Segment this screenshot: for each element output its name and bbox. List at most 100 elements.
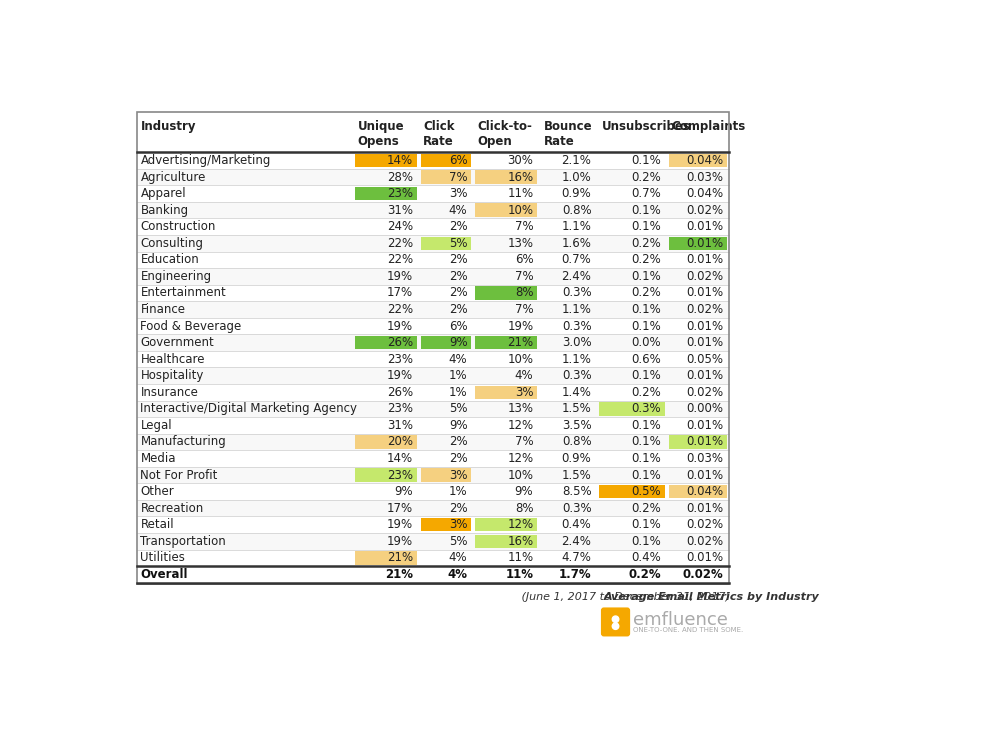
Text: Education: Education — [140, 253, 199, 267]
Bar — [355, 187, 417, 201]
Text: (June 1, 2017 to December 31, 2017): (June 1, 2017 to December 31, 2017) — [518, 592, 730, 602]
Text: 23%: 23% — [387, 187, 413, 200]
Text: 1.7%: 1.7% — [559, 568, 592, 581]
Bar — [421, 154, 472, 167]
Text: Bounce
Rate: Bounce Rate — [543, 120, 593, 148]
Text: 8.5%: 8.5% — [562, 485, 592, 498]
Text: 9%: 9% — [394, 485, 413, 498]
Text: 3%: 3% — [449, 187, 468, 200]
Text: 0.04%: 0.04% — [686, 485, 723, 498]
Text: 0.8%: 0.8% — [562, 204, 592, 216]
Text: 14%: 14% — [387, 154, 413, 167]
Text: 2%: 2% — [449, 435, 468, 449]
Text: Food & Beverage: Food & Beverage — [140, 320, 241, 333]
Text: 0.1%: 0.1% — [632, 270, 661, 283]
Bar — [136, 417, 730, 434]
Text: 9%: 9% — [449, 419, 468, 432]
Text: Complaints: Complaints — [671, 120, 746, 133]
Text: 4%: 4% — [449, 551, 468, 564]
Text: 0.04%: 0.04% — [686, 187, 723, 200]
Text: 17%: 17% — [387, 286, 413, 300]
Bar — [355, 154, 417, 167]
Text: 2%: 2% — [449, 286, 468, 300]
Text: 0.2%: 0.2% — [632, 253, 661, 267]
Text: 13%: 13% — [507, 402, 534, 416]
Text: 6%: 6% — [449, 320, 468, 333]
Text: Utilities: Utilities — [140, 551, 185, 564]
Text: 19%: 19% — [387, 535, 413, 548]
Text: 0.2%: 0.2% — [632, 286, 661, 300]
Text: 0.01%: 0.01% — [686, 419, 723, 432]
Bar — [475, 336, 538, 349]
Bar — [421, 518, 472, 532]
Text: 0.02%: 0.02% — [686, 204, 723, 216]
Text: 7%: 7% — [515, 303, 534, 316]
Text: Finance: Finance — [140, 303, 185, 316]
Text: 0.5%: 0.5% — [632, 485, 661, 498]
Text: 0.2%: 0.2% — [632, 502, 661, 515]
Text: 0.0%: 0.0% — [632, 336, 661, 349]
Text: 12%: 12% — [507, 518, 534, 531]
Text: 2.4%: 2.4% — [562, 535, 592, 548]
Text: Click-to-
Open: Click-to- Open — [478, 120, 533, 148]
Text: 0.01%: 0.01% — [686, 286, 723, 300]
Text: 0.01%: 0.01% — [686, 435, 723, 449]
Text: 1.0%: 1.0% — [562, 171, 592, 184]
Circle shape — [612, 623, 619, 629]
Text: 7%: 7% — [515, 220, 534, 233]
Text: 0.01%: 0.01% — [686, 220, 723, 233]
Text: 0.3%: 0.3% — [562, 369, 592, 382]
Text: 6%: 6% — [449, 154, 468, 167]
Text: 14%: 14% — [387, 452, 413, 465]
Text: 0.03%: 0.03% — [687, 171, 723, 184]
Text: 0.02%: 0.02% — [686, 518, 723, 531]
Text: Other: Other — [140, 485, 175, 498]
Bar — [669, 237, 727, 250]
Text: 30%: 30% — [507, 154, 534, 167]
Text: Agriculture: Agriculture — [140, 171, 206, 184]
Text: 28%: 28% — [387, 171, 413, 184]
Text: 1.1%: 1.1% — [562, 303, 592, 316]
Bar — [355, 551, 417, 565]
Bar — [136, 202, 730, 219]
Text: 0.9%: 0.9% — [562, 187, 592, 200]
Text: 5%: 5% — [449, 237, 468, 250]
Text: Consulting: Consulting — [140, 237, 203, 250]
Text: 26%: 26% — [387, 336, 413, 349]
Bar — [136, 185, 730, 202]
Bar — [136, 318, 730, 334]
Text: Legal: Legal — [140, 419, 172, 432]
Text: 0.1%: 0.1% — [632, 220, 661, 233]
Text: 6%: 6% — [515, 253, 534, 267]
Text: 7%: 7% — [449, 171, 468, 184]
Text: 11%: 11% — [505, 568, 534, 581]
Text: 0.3%: 0.3% — [562, 320, 592, 333]
Text: 26%: 26% — [387, 386, 413, 398]
Text: 1.1%: 1.1% — [562, 353, 592, 366]
Text: 2.4%: 2.4% — [562, 270, 592, 283]
Bar — [355, 336, 417, 349]
Text: 0.01%: 0.01% — [686, 237, 723, 250]
Bar — [669, 154, 727, 167]
Text: 1.5%: 1.5% — [562, 469, 592, 482]
Text: 0.4%: 0.4% — [562, 518, 592, 531]
Bar — [136, 235, 730, 252]
Text: 2%: 2% — [449, 452, 468, 465]
Text: 7%: 7% — [515, 435, 534, 449]
Text: 4%: 4% — [447, 568, 468, 581]
Bar — [136, 368, 730, 384]
Bar — [136, 334, 730, 351]
Text: 2%: 2% — [449, 502, 468, 515]
FancyBboxPatch shape — [602, 608, 629, 635]
Text: Unsubscribes: Unsubscribes — [601, 120, 691, 133]
Text: 19%: 19% — [387, 518, 413, 531]
Text: 3.0%: 3.0% — [562, 336, 592, 349]
Text: Insurance: Insurance — [140, 386, 198, 398]
Bar — [136, 533, 730, 550]
Text: Click
Rate: Click Rate — [424, 120, 455, 148]
Text: 0.01%: 0.01% — [686, 551, 723, 564]
Text: 19%: 19% — [387, 369, 413, 382]
Text: 0.1%: 0.1% — [632, 320, 661, 333]
Text: 3.5%: 3.5% — [562, 419, 592, 432]
Text: 0.9%: 0.9% — [562, 452, 592, 465]
